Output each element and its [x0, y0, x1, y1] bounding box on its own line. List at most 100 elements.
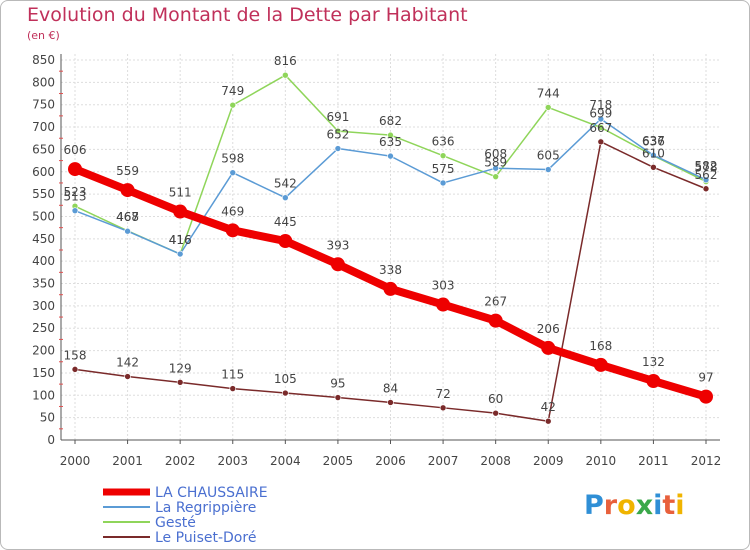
data-label: 699	[589, 107, 612, 121]
y-tick-label: 300	[32, 299, 55, 313]
logo-letter: i	[675, 490, 685, 521]
data-label: 168	[589, 339, 612, 353]
logo-letter: t	[662, 490, 676, 521]
data-label: 605	[537, 149, 560, 163]
data-point	[229, 101, 237, 109]
data-label: 97	[698, 371, 713, 385]
data-label: 562	[695, 168, 718, 182]
data-label: 467	[116, 210, 139, 224]
data-label: 575	[432, 162, 455, 176]
chart-subtitle: (en €)	[27, 29, 60, 42]
data-point	[68, 162, 82, 177]
data-point	[544, 104, 552, 111]
x-tick-label: 2008	[480, 454, 511, 468]
data-point	[387, 152, 394, 160]
x-tick-label: 2000	[60, 454, 91, 468]
data-point	[334, 145, 342, 152]
data-point	[597, 124, 605, 131]
y-tick-label: 450	[32, 232, 55, 246]
data-point	[646, 373, 661, 388]
x-tick-label: 2011	[638, 454, 669, 468]
data-point	[383, 281, 398, 296]
logo-letter: x	[635, 490, 654, 521]
data-point	[439, 179, 447, 187]
data-label: 468	[116, 210, 139, 224]
data-label: 115	[221, 368, 244, 382]
y-tick-label: 100	[32, 388, 55, 402]
data-point	[176, 250, 184, 258]
data-label: 637	[642, 134, 665, 148]
y-tick-label: 800	[32, 75, 55, 89]
data-label: 652	[326, 128, 349, 142]
data-point	[387, 131, 394, 139]
y-tick-label: 400	[32, 254, 55, 268]
y-tick-label: 350	[32, 277, 55, 291]
x-tick-label: 2005	[323, 454, 354, 468]
data-label: 749	[221, 84, 244, 98]
data-label: 718	[589, 98, 612, 112]
data-point	[544, 417, 552, 425]
data-point	[544, 166, 552, 173]
data-label: 667	[589, 121, 612, 135]
data-point	[282, 389, 289, 397]
proxiti-logo: Proxiti	[584, 490, 685, 521]
data-point	[650, 151, 657, 159]
data-point	[699, 389, 713, 404]
y-tick-label: 250	[32, 321, 55, 335]
data-label: 610	[642, 146, 665, 160]
legend-label: Le Puiset-Doré	[155, 530, 256, 546]
data-label: 816	[274, 54, 297, 68]
logo-letter: r	[603, 490, 618, 521]
data-labels-layer: 606 559 511 469 445 393 338 303 267 206 168 132 97 51…	[64, 54, 718, 414]
data-label: 303	[432, 279, 455, 293]
data-label: 158	[64, 348, 87, 362]
data-point	[488, 313, 503, 328]
y-tick-label: 700	[32, 120, 55, 134]
logo-letter: o	[617, 490, 636, 521]
data-label: 416	[169, 233, 192, 247]
data-label: 393	[326, 238, 349, 252]
data-point	[387, 399, 394, 406]
data-label: 682	[379, 114, 402, 128]
data-point	[278, 234, 293, 249]
legend-label: LA CHAUSSAIRE	[155, 485, 268, 501]
data-label: 267	[484, 295, 507, 309]
data-point	[334, 127, 342, 135]
data-label: 606	[64, 143, 87, 157]
x-tick-label: 2003	[217, 454, 248, 468]
y-tick-label: 200	[32, 344, 55, 358]
data-point	[541, 340, 556, 355]
data-point	[439, 404, 447, 412]
data-label: 416	[169, 233, 192, 247]
grid-lines	[61, 54, 720, 441]
x-tick-label: 2012	[691, 454, 722, 468]
data-point	[702, 176, 710, 184]
data-point	[650, 163, 657, 171]
data-point	[229, 385, 237, 392]
x-tick-label: 2004	[270, 454, 301, 468]
data-label: 72	[435, 387, 450, 401]
data-label: 744	[537, 86, 560, 100]
data-point	[71, 366, 79, 373]
y-tick-label: 550	[32, 187, 55, 201]
data-point	[334, 394, 342, 401]
x-tick-label: 2002	[165, 454, 196, 468]
y-tick-label: 50	[40, 411, 55, 425]
data-label: 129	[169, 361, 192, 375]
data-point	[597, 138, 605, 146]
data-point	[330, 257, 345, 272]
data-point	[436, 297, 451, 312]
data-label: 523	[64, 185, 87, 199]
x-tick-label: 2007	[428, 454, 459, 468]
data-label: 132	[642, 355, 665, 369]
data-label: 582	[695, 159, 718, 173]
data-point	[282, 71, 289, 79]
logo-letter: i	[653, 490, 663, 521]
data-point	[593, 357, 608, 372]
x-tick-label: 2009	[533, 454, 564, 468]
data-label: 60	[488, 392, 503, 406]
x-tick-label: 2010	[586, 454, 617, 468]
series-layer	[68, 71, 713, 425]
data-label: 598	[221, 152, 244, 166]
logo-letter: P	[584, 490, 604, 521]
